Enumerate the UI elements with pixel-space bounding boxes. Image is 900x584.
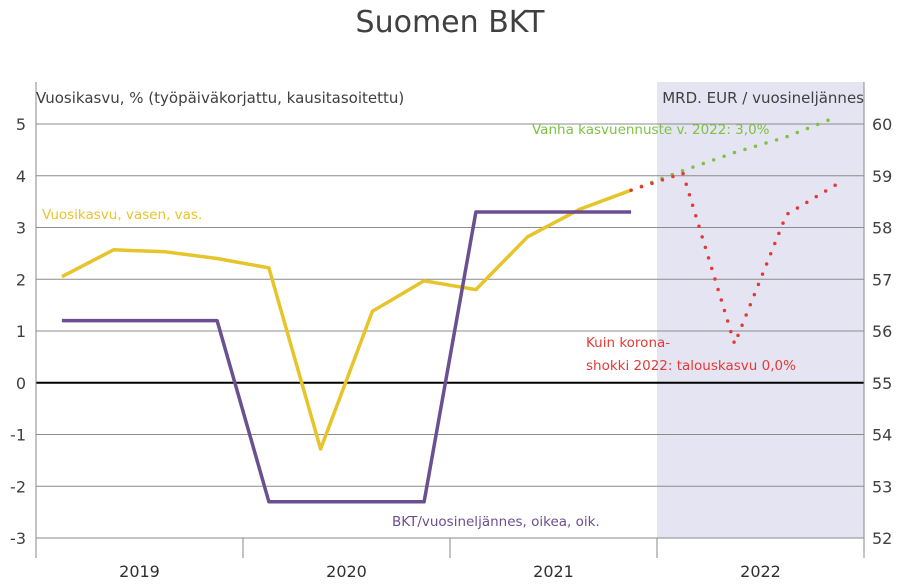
right-tick-label: 59 <box>872 167 892 186</box>
chart-title: Suomen BKT <box>356 5 546 40</box>
vanha-ennuste-label: Vanha kasvuennuste v. 2022: 3,0% <box>532 122 770 138</box>
vanha-ennuste-line <box>629 114 840 192</box>
gridlines <box>36 123 864 539</box>
left-axis-title: Vuosikasvu, % (työpäiväkorjattu, kausita… <box>36 89 404 107</box>
left-tick-label: -2 <box>10 477 26 496</box>
right-tick-label: 52 <box>872 529 892 548</box>
right-tick-label: 55 <box>872 374 892 393</box>
left-tick-label: 0 <box>16 374 26 393</box>
year-label: 2019 <box>119 562 160 581</box>
left-tick-label: 2 <box>16 270 26 289</box>
left-tick-label: 5 <box>16 115 26 134</box>
left-tick-label: 1 <box>16 322 26 341</box>
right-tick-label: 60 <box>872 115 892 134</box>
right-tick-label: 56 <box>872 322 892 341</box>
right-axis-ticks: 60 59 58 57 56 55 54 53 52 <box>872 115 892 548</box>
right-tick-label: 57 <box>872 270 892 289</box>
year-label: 2022 <box>740 562 781 581</box>
year-labels: 2019 2020 2021 2022 <box>119 562 781 581</box>
left-tick-label: 3 <box>16 219 26 238</box>
bkt-line <box>61 210 632 504</box>
vuosikasvu-label: Vuosikasvu, vasen, vas. <box>42 207 202 223</box>
left-axis-ticks: 5 4 3 2 1 0 -1 -2 -3 <box>10 115 26 548</box>
vuosikasvu-line <box>61 188 632 451</box>
left-tick-label: 4 <box>16 167 26 186</box>
year-label: 2020 <box>326 562 367 581</box>
year-dividers <box>242 538 658 558</box>
left-tick-label: -3 <box>10 529 26 548</box>
year-label: 2021 <box>533 562 574 581</box>
right-axis-title: MRD. EUR / vuosineljännes <box>662 89 864 107</box>
left-tick-label: -1 <box>10 426 26 445</box>
right-tick-label: 54 <box>872 426 892 445</box>
korona-shokki-label: shokki 2022: talouskasvu 0,0% <box>586 358 796 374</box>
korona-shokki-label: Kuin korona- <box>586 335 670 351</box>
series-layer <box>61 114 840 504</box>
forecast-shading <box>657 82 864 538</box>
right-tick-label: 53 <box>872 477 892 496</box>
series-annotations: Vuosikasvu, vasen, vas. BKT/vuosineljänne… <box>42 122 796 530</box>
right-tick-label: 58 <box>872 219 892 238</box>
bkt-label: BKT/vuosineljännes, oikea, oik. <box>392 514 600 530</box>
